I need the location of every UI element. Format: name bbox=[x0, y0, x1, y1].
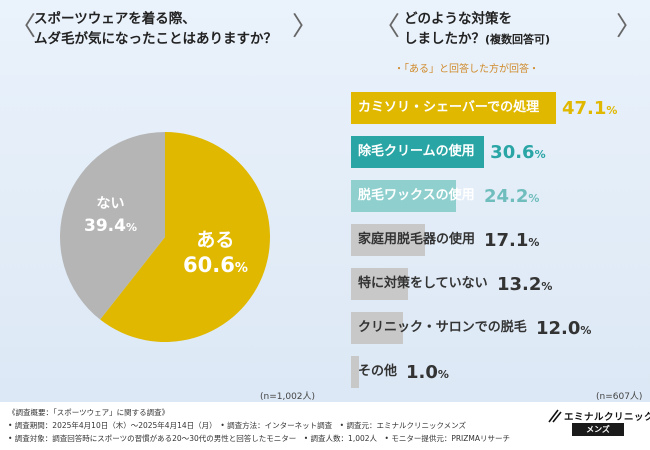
bar-label-2: 脱毛ワックスの使用 bbox=[358, 188, 475, 203]
bar-3 bbox=[351, 224, 426, 256]
right-question-line1: どのような対策を bbox=[404, 11, 512, 27]
bar-row-4: 特に対策をしていない 13.2% bbox=[351, 268, 641, 300]
bar-value-1: 30.6% bbox=[490, 136, 545, 168]
bar-row-6: その他 1.0% bbox=[351, 356, 641, 388]
bar-label-4: 特に対策をしていない bbox=[358, 276, 488, 291]
bar-row-3: 家庭用脱毛器の使用 17.1% bbox=[351, 224, 641, 256]
bar-label-1: 除毛クリームの使用 bbox=[358, 144, 475, 159]
bar-0 bbox=[351, 92, 556, 124]
pie-unit-aru: % bbox=[234, 261, 248, 276]
pie-slice-0 bbox=[100, 132, 270, 342]
bar-2 bbox=[351, 180, 457, 212]
bar-label-0: カミソリ・シェーバーでの処理 bbox=[358, 100, 540, 115]
right-sub-note: ・「ある」と回答した方が回答・ bbox=[394, 64, 539, 75]
pie-unit-nai: % bbox=[125, 221, 137, 234]
pie-label-aru: ある 60.6% bbox=[183, 228, 248, 282]
bar-value-unit-6: % bbox=[437, 368, 449, 381]
pie-label-nai-text: ない bbox=[96, 196, 125, 212]
logo-main-text: エミナルクリニック bbox=[564, 412, 650, 423]
pie-value-nai: 39.4 bbox=[84, 216, 126, 236]
bar-label-6: その他 bbox=[358, 364, 398, 379]
bar-value-2: 24.2% bbox=[484, 180, 539, 212]
bar-value-number-0: 47.1 bbox=[562, 98, 607, 119]
bar-value-unit-4: % bbox=[541, 280, 553, 293]
pie-label-aru-text: ある bbox=[196, 229, 235, 251]
right-question-line2: しましたか？ bbox=[404, 31, 485, 47]
bar-value-number-1: 30.6 bbox=[490, 142, 535, 163]
logo-mark-icon bbox=[548, 409, 562, 423]
bar-value-0: 47.1% bbox=[562, 92, 617, 124]
right-bracket-close: 〉 bbox=[616, 12, 643, 42]
bar-4 bbox=[351, 268, 409, 300]
pie-chart bbox=[60, 132, 270, 342]
bar-value-4: 13.2% bbox=[497, 268, 552, 300]
bar-value-unit-5: % bbox=[580, 324, 592, 337]
pie-value-aru: 60.6 bbox=[183, 253, 235, 277]
footer-line3: • 調査対象：調査回答時にスポーツの習慣がある20～30代の男性と回答したモニタ… bbox=[8, 434, 511, 443]
bar-row-2: 脱毛ワックスの使用 24.2% bbox=[351, 180, 641, 212]
bar-value-3: 17.1% bbox=[484, 224, 539, 256]
bar-value-number-4: 13.2 bbox=[497, 274, 542, 295]
clinic-logo: エミナルクリニック メンズ bbox=[548, 409, 650, 439]
footer-line1: 《調査概要：「スポーツウェア」に関する調査》 bbox=[8, 408, 170, 417]
bar-value-unit-0: % bbox=[606, 104, 618, 117]
left-n-label: (n=1,002人) bbox=[260, 392, 316, 402]
right-question-suffix: (複数回答可) bbox=[485, 33, 551, 46]
pie-label-nai: ない 39.4% bbox=[84, 194, 137, 240]
left-question-line1: スポーツウェアを着る際、 bbox=[34, 11, 196, 27]
bar-value-6: 1.0% bbox=[406, 356, 449, 388]
bar-value-unit-1: % bbox=[534, 148, 546, 161]
bar-label-3: 家庭用脱毛器の使用 bbox=[358, 232, 476, 247]
bar-value-unit-2: % bbox=[528, 192, 540, 205]
bar-value-number-6: 1.0 bbox=[406, 362, 438, 383]
bar-value-5: 12.0% bbox=[536, 312, 591, 344]
infographic-panel: 〈 スポーツウェアを着る際、 ムダ毛が気になったことはありますか？ 〉 ある 6… bbox=[0, 0, 650, 402]
bar-row-5: クリニック・サロンでの脱毛 12.0% bbox=[351, 312, 641, 344]
left-bracket-close: 〉 bbox=[292, 12, 319, 42]
logo-sub-text: メンズ bbox=[572, 423, 624, 436]
bar-row-0: カミソリ・シェーバーでの処理 47.1% bbox=[351, 92, 641, 124]
footer: 《調査概要：「スポーツウェア」に関する調査》 • 調査期間：2025年4月10日… bbox=[0, 402, 650, 450]
bar-value-number-5: 12.0 bbox=[536, 318, 581, 339]
footer-line2: • 調査期間：2025年4月10日（木）～2025年4月14日（月） • 調査方… bbox=[8, 421, 467, 430]
bar-6 bbox=[351, 356, 359, 388]
bar-value-unit-3: % bbox=[528, 236, 540, 249]
pie-slice-1 bbox=[60, 132, 165, 320]
right-bracket-open: 〈 bbox=[374, 12, 401, 42]
bar-value-number-2: 24.2 bbox=[484, 186, 529, 207]
left-bracket-open: 〈 bbox=[10, 12, 37, 42]
bar-row-1: 除毛クリームの使用 30.6% bbox=[351, 136, 641, 168]
bar-1 bbox=[351, 136, 485, 168]
left-question-line2: ムダ毛が気になったことはありますか？ bbox=[34, 31, 277, 47]
bar-5 bbox=[351, 312, 404, 344]
bar-value-number-3: 17.1 bbox=[484, 230, 529, 251]
right-n-label: (n=607人) bbox=[596, 392, 643, 402]
bar-label-5: クリニック・サロンでの脱毛 bbox=[358, 320, 527, 335]
